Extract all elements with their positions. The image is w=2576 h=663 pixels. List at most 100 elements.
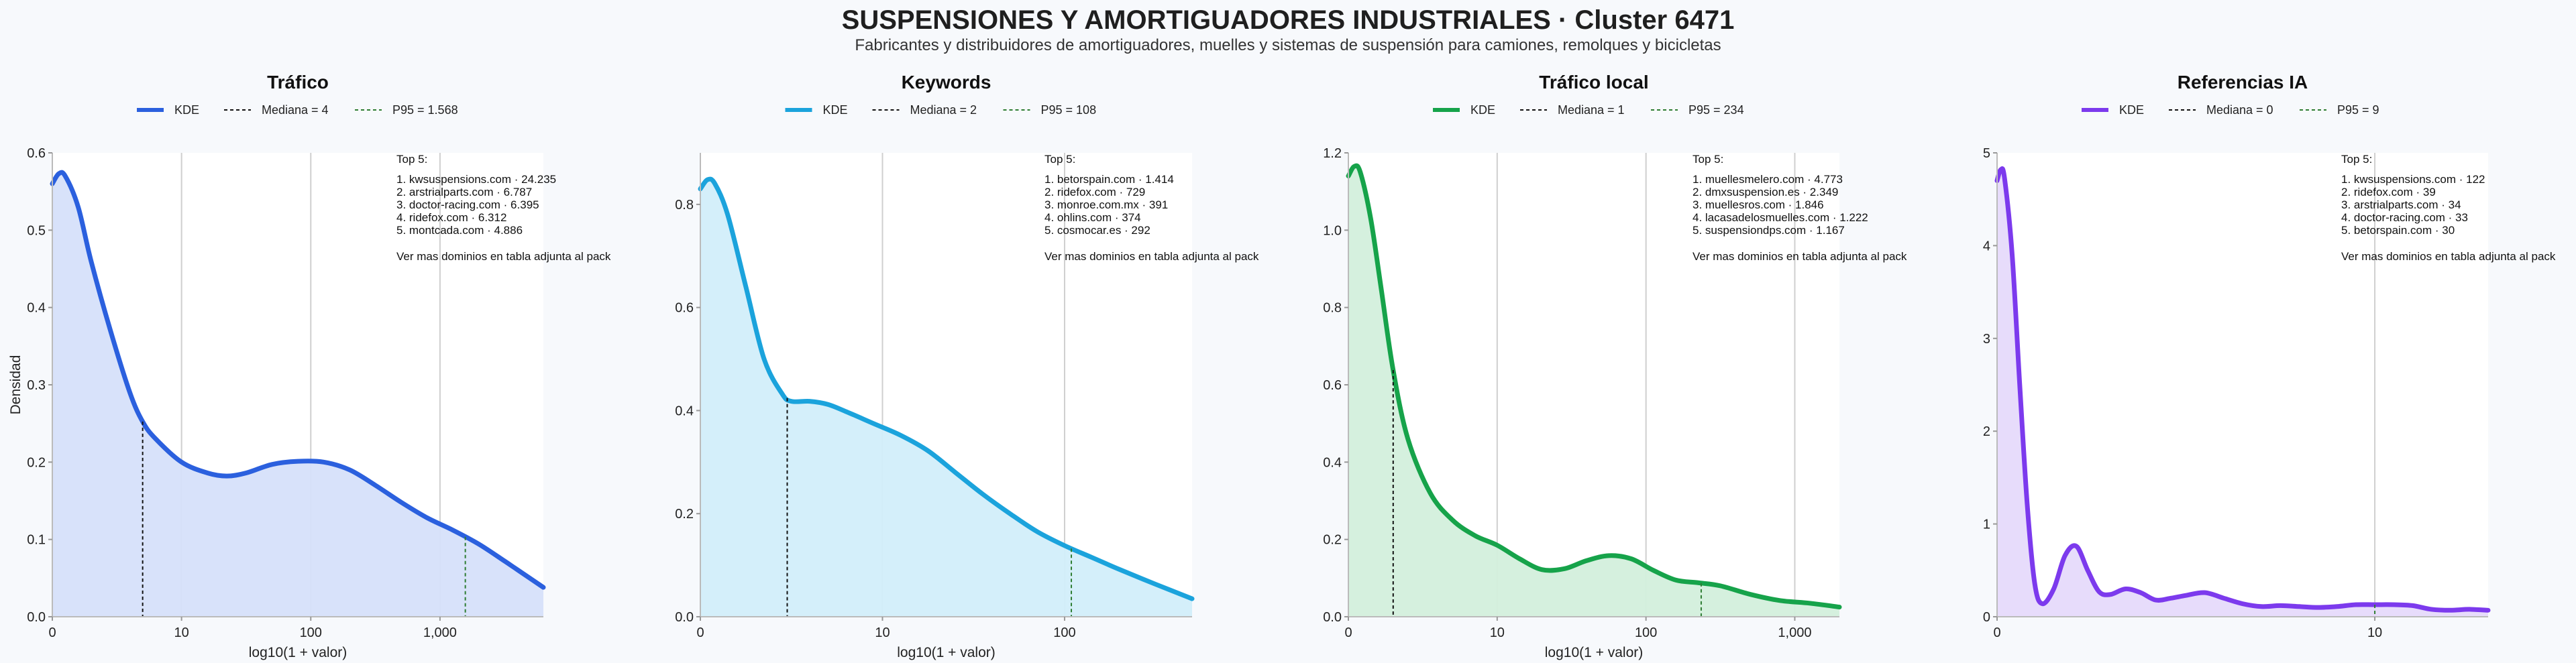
legend-p95-label: P95 = 1.568 (392, 103, 458, 117)
legend: KDE Mediana = 4 P95 = 1.568 (137, 103, 458, 117)
top5-item: 1. muellesmelero.com · 4.773 (1693, 173, 1843, 186)
kde-area (1348, 166, 1839, 617)
y-tick-label: 0.2 (1323, 533, 1342, 548)
y-tick-label: 0.6 (675, 301, 694, 316)
panel-title: Referencias IA (2178, 72, 2308, 93)
top5-item: 3. monroe.com.mx · 391 (1044, 198, 1168, 211)
top5-footer: Ver mas dominios en tabla adjunta al pac… (396, 250, 611, 263)
top5-item: 4. ridefox.com · 6.312 (396, 211, 506, 224)
x-tick-label: 1,000 (423, 625, 457, 640)
top5-heading: Top 5: (1693, 153, 1723, 166)
x-tick-label: 1,000 (1778, 625, 1811, 640)
y-tick-label: 0.5 (27, 223, 46, 238)
top5-item: 1. kwsuspensions.com · 24.235 (396, 173, 556, 186)
top5-item: 1. betorspain.com · 1.414 (1044, 173, 1174, 186)
y-tick-label: 0 (1983, 610, 1990, 625)
legend-kde-label: KDE (174, 103, 199, 117)
top5-heading: Top 5: (396, 153, 427, 166)
x-tick-label: 10 (1490, 625, 1505, 640)
panel-title: Keywords (902, 72, 991, 93)
x-tick-label: 0 (696, 625, 704, 640)
top5-item: 2. ridefox.com · 729 (1044, 186, 1145, 198)
y-tick-label: 0.4 (675, 404, 694, 418)
x-tick-label: 100 (1635, 625, 1657, 640)
panel-title: Tráfico (267, 72, 329, 93)
top5-footer: Ver mas dominios en tabla adjunta al pac… (1693, 250, 1907, 263)
plot-area (1997, 153, 2488, 617)
x-tick-label: 100 (300, 625, 322, 640)
y-tick-label: 0.6 (27, 146, 46, 161)
top5-heading: Top 5: (2341, 153, 2372, 166)
x-axis-label: log10(1 + valor) (897, 645, 996, 660)
legend: KDE Mediana = 2 P95 = 108 (785, 103, 1097, 117)
legend-median-label: Mediana = 1 (1558, 103, 1625, 117)
y-tick-label: 2 (1983, 424, 1990, 439)
y-tick-label: 0.8 (1323, 301, 1342, 316)
y-tick-label: 0.8 (675, 198, 694, 213)
top5-item: 3. doctor-racing.com · 6.395 (396, 198, 539, 211)
kde-area (700, 179, 1192, 617)
top5-item: 2. dmxsuspension.es · 2.349 (1693, 186, 1838, 198)
x-axis-label: log10(1 + valor) (1545, 645, 1644, 660)
top5-item: 4. lacasadelosmuelles.com · 1.222 (1693, 211, 1868, 224)
y-tick-label: 0.0 (675, 610, 694, 625)
top5-item: 3. arstrialparts.com · 34 (2341, 198, 2461, 211)
x-tick-label: 10 (875, 625, 890, 640)
chart-panel-4: Referencias IA KDE Mediana = 0 P95 = 9 0 1 2 3 4… (1983, 72, 2556, 640)
top5-item: 2. arstrialparts.com · 6.787 (396, 186, 532, 198)
x-tick-label: 0 (1993, 625, 2000, 640)
top5-footer: Ver mas dominios en tabla adjunta al pac… (1044, 250, 1259, 263)
top5-footer: Ver mas dominios en tabla adjunta al pac… (2341, 250, 2556, 263)
y-tick-label: 5 (1983, 146, 1990, 161)
y-tick-label: 0.0 (27, 610, 46, 625)
x-tick-label: 0 (48, 625, 56, 640)
y-tick-label: 3 (1983, 332, 1990, 347)
y-tick-label: 1.2 (1323, 146, 1342, 161)
y-axis-label: Densidad (8, 355, 23, 415)
chart-panel-1: Tráfico KDE Mediana = 4 P95 = 1.568 0.0 0.1 0.… (8, 72, 611, 660)
y-tick-label: 0.0 (1323, 610, 1342, 625)
legend-kde-label: KDE (2119, 103, 2144, 117)
kde-area (52, 172, 543, 617)
top5-item: 4. ohlins.com · 374 (1044, 211, 1141, 224)
top5-item: 5. cosmocar.es · 292 (1044, 224, 1150, 237)
x-tick-label: 10 (174, 625, 189, 640)
page-title: SUSPENSIONES Y AMORTIGUADORES INDUSTRIAL… (841, 5, 1735, 35)
legend-p95-label: P95 = 108 (1041, 103, 1097, 117)
panel-title: Tráfico local (1539, 72, 1648, 93)
top5-item: 4. doctor-racing.com · 33 (2341, 211, 2468, 224)
y-tick-label: 1.0 (1323, 223, 1342, 238)
legend-p95-label: P95 = 234 (1688, 103, 1744, 117)
y-tick-label: 0.3 (27, 378, 46, 393)
y-tick-label: 4 (1983, 239, 1990, 253)
top5-item: 2. ridefox.com · 39 (2341, 186, 2436, 198)
kde-line (50, 170, 546, 590)
legend-p95-label: P95 = 9 (2337, 103, 2379, 117)
top5-item: 5. suspensiondps.com · 1.167 (1693, 224, 1845, 237)
x-tick-label: 100 (1053, 625, 1075, 640)
legend-median-label: Mediana = 0 (2206, 103, 2273, 117)
kde-line (698, 176, 1195, 601)
top5-item: 3. muellesros.com · 1.846 (1693, 198, 1824, 211)
x-axis-label: log10(1 + valor) (249, 645, 347, 660)
y-tick-label: 0.4 (1323, 455, 1342, 470)
legend: KDE Mediana = 0 P95 = 9 (2082, 103, 2379, 117)
y-tick-label: 0.4 (27, 301, 46, 316)
y-tick-label: 1 (1983, 518, 1990, 532)
legend: KDE Mediana = 1 P95 = 234 (1433, 103, 1744, 117)
x-tick-label: 0 (1344, 625, 1352, 640)
kde-line (1346, 163, 1842, 610)
legend-kde-label: KDE (1470, 103, 1495, 117)
legend-median-label: Mediana = 4 (262, 103, 329, 117)
top5-item: 5. montcada.com · 4.886 (396, 224, 523, 237)
y-tick-label: 0.1 (27, 533, 46, 548)
y-tick-label: 0.2 (27, 455, 46, 470)
legend-kde-label: KDE (823, 103, 848, 117)
